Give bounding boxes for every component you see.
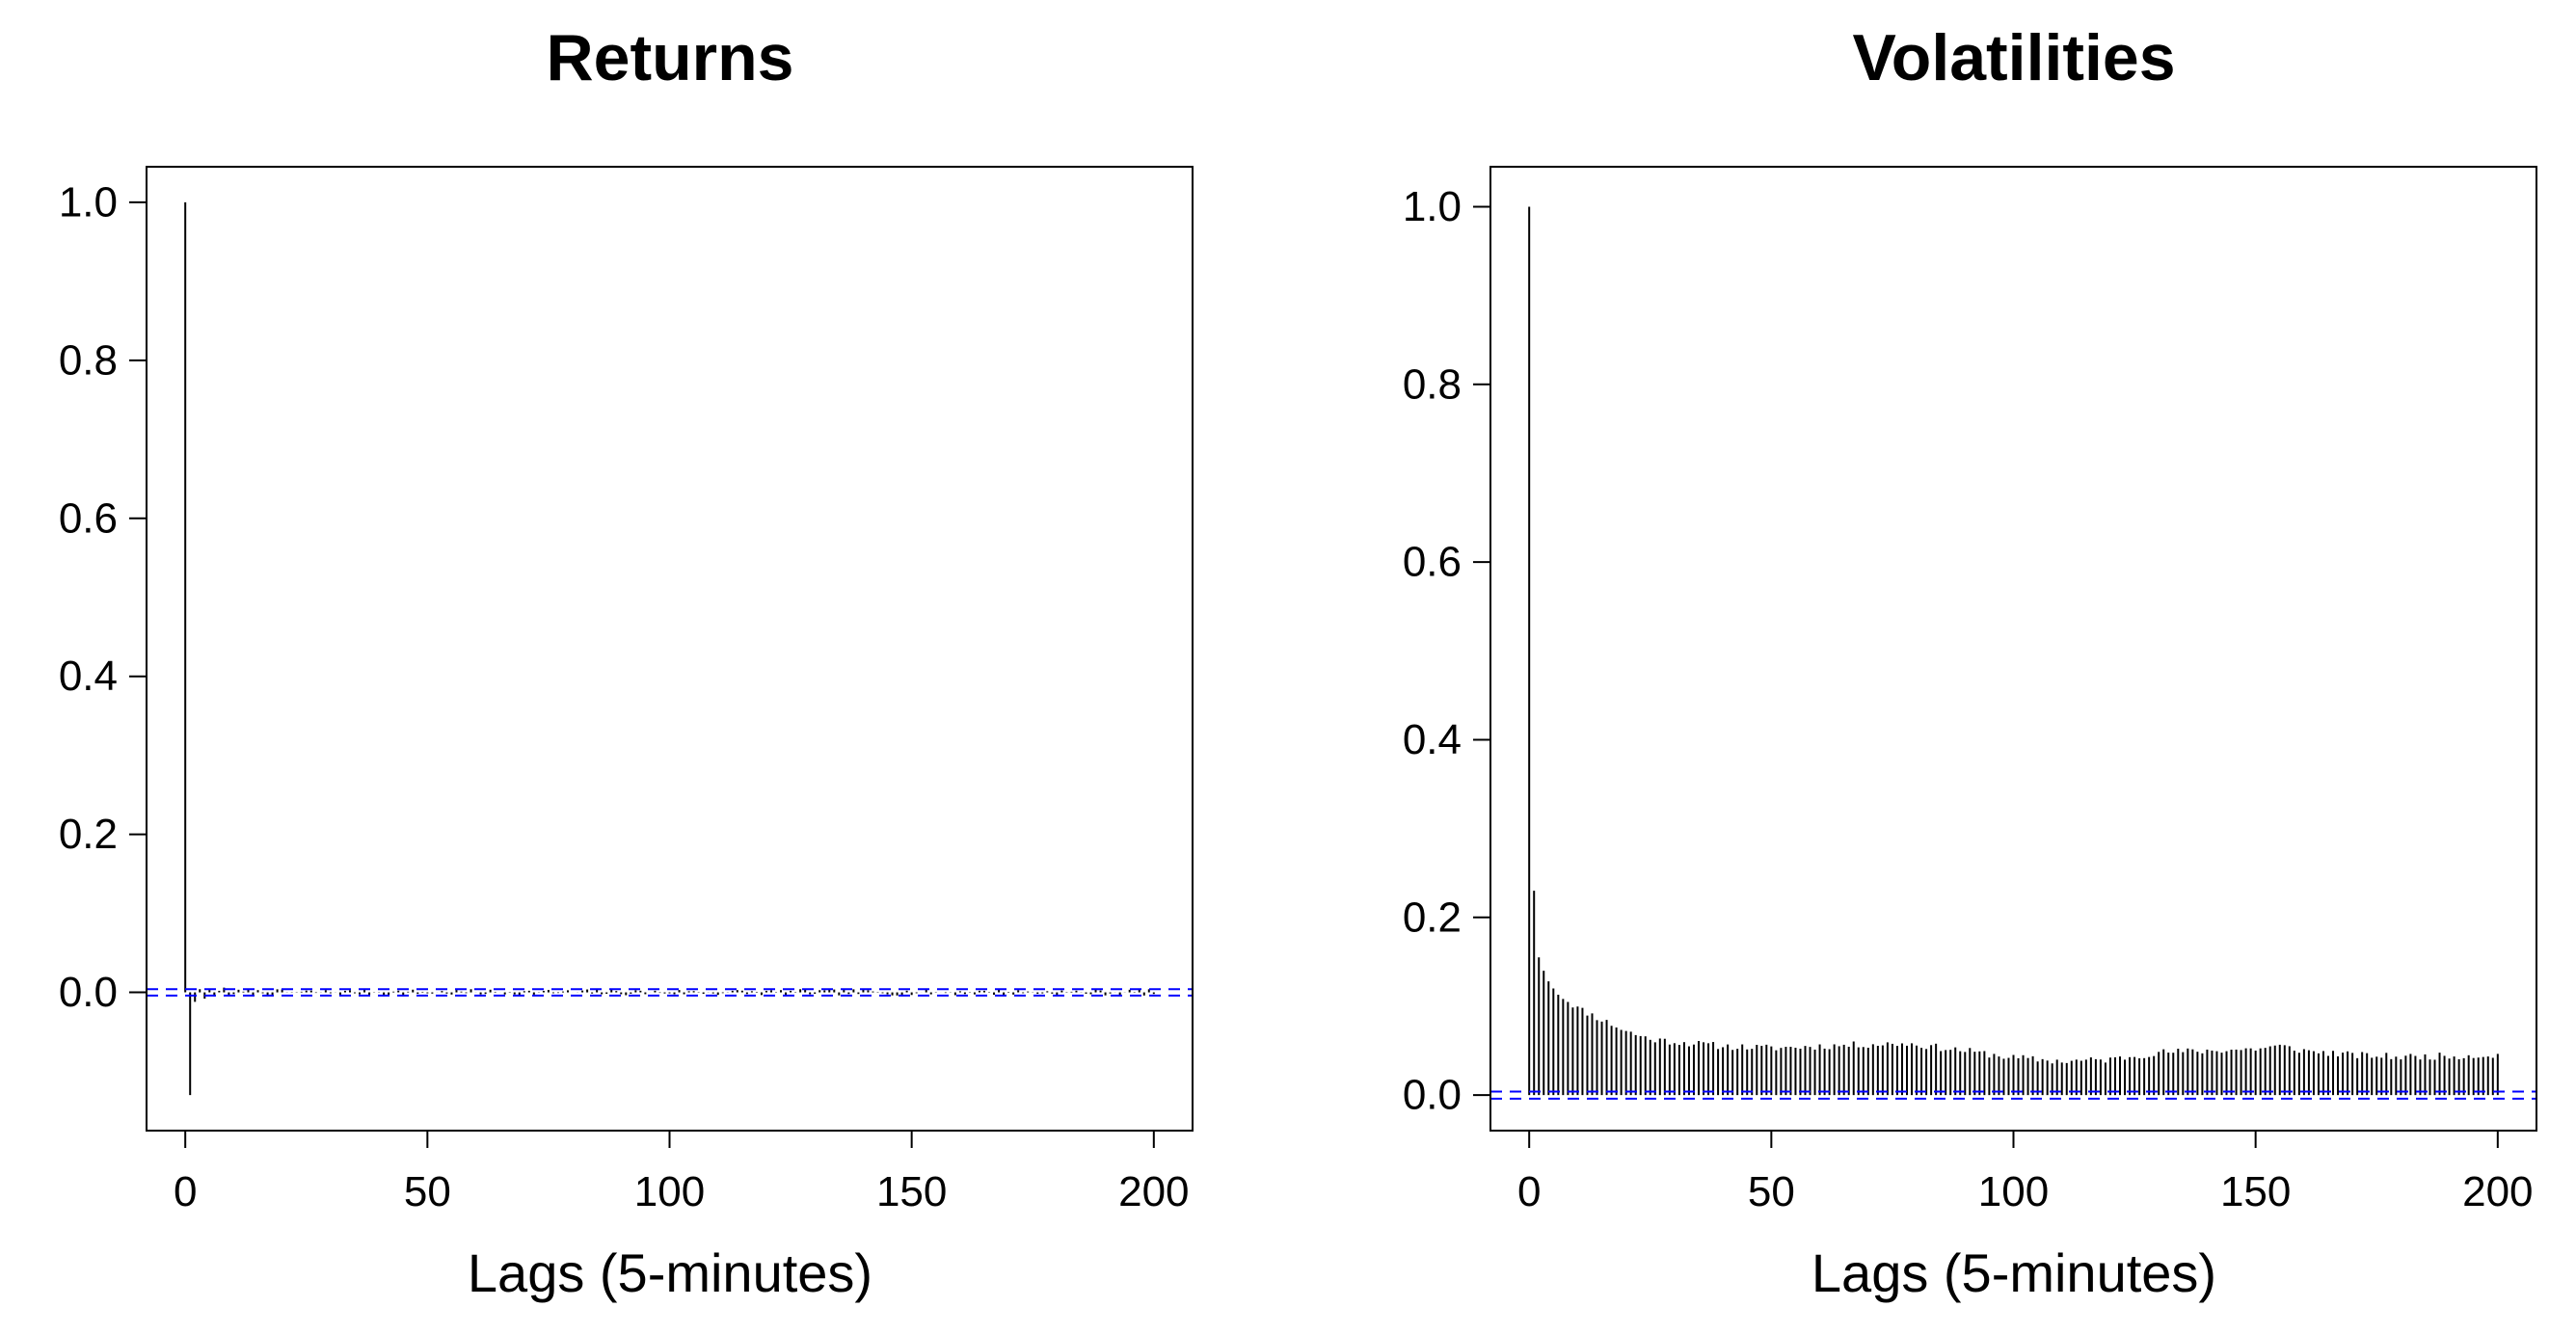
returns-x-tick-label: 100 <box>634 1168 705 1215</box>
vol-y-tick-label: 1.0 <box>1403 183 1462 230</box>
returns-y-tick-label: 1.0 <box>59 178 118 226</box>
returns-x-tick-label: 200 <box>1118 1168 1189 1215</box>
volatilities-x-axis-label: Lags (5-minutes) <box>1811 1242 2216 1303</box>
returns-acf-panel: Returns 0.00.20.40.60.81.0 0 50 100 150 200 … <box>59 21 1194 1303</box>
vol-x-tick-label: 100 <box>1978 1168 2049 1215</box>
volatilities-acf-bars <box>1528 206 2499 1096</box>
returns-x-tick-label: 50 <box>404 1168 451 1215</box>
returns-y-axis: 0.0 0.2 0.4 0.6 0.8 1.0 <box>59 178 148 1016</box>
vol-x-tick-label: 0 <box>1517 1168 1541 1215</box>
volatilities-chart-title: Volatilities <box>1852 21 2175 94</box>
returns-x-tick-label: 150 <box>876 1168 947 1215</box>
volatilities-confidence-band <box>1490 1090 2536 1100</box>
volatilities-acf-panel: Volatilities 0.0 0.2 0.4 0.6 0.8 1.0 0 50 100 15… <box>1403 21 2537 1303</box>
returns-plot-frame <box>146 166 1194 1132</box>
returns-y-tick-label: 0.2 <box>59 811 118 858</box>
returns-x-tick-label: 0 <box>174 1168 197 1215</box>
vol-y-tick-label: 0.6 <box>1403 539 1462 586</box>
vol-y-tick-label: 0.0 <box>1403 1072 1462 1119</box>
vol-x-tick-label: 200 <box>2462 1168 2533 1215</box>
returns-x-axis: 0 50 100 150 200 <box>174 1130 1190 1215</box>
volatilities-x-axis: 0 50 100 150 200 <box>1517 1130 2534 1215</box>
returns-y-tick-label: 0.8 <box>59 336 118 384</box>
vol-y-tick-label: 0.4 <box>1403 716 1462 763</box>
returns-confidence-band <box>147 988 1193 997</box>
volatilities-y-axis: 0.0 0.2 0.4 0.6 0.8 1.0 <box>1403 183 1491 1119</box>
returns-chart-title: Returns <box>547 21 794 94</box>
vol-y-tick-label: 0.8 <box>1403 360 1462 408</box>
returns-x-axis-label: Lags (5-minutes) <box>468 1242 872 1303</box>
vol-x-tick-label: 150 <box>2220 1168 2291 1215</box>
vol-y-tick-label: 0.2 <box>1403 894 1462 941</box>
returns-y-tick-label: 0.0 <box>59 969 118 1016</box>
returns-acf-bars <box>184 201 1155 1096</box>
vol-x-tick-label: 50 <box>1748 1168 1795 1215</box>
returns-y-tick-label: 0.4 <box>59 653 118 700</box>
volatilities-plot-frame <box>1489 166 2537 1132</box>
returns-y-tick-label: 0.6 <box>59 494 118 542</box>
